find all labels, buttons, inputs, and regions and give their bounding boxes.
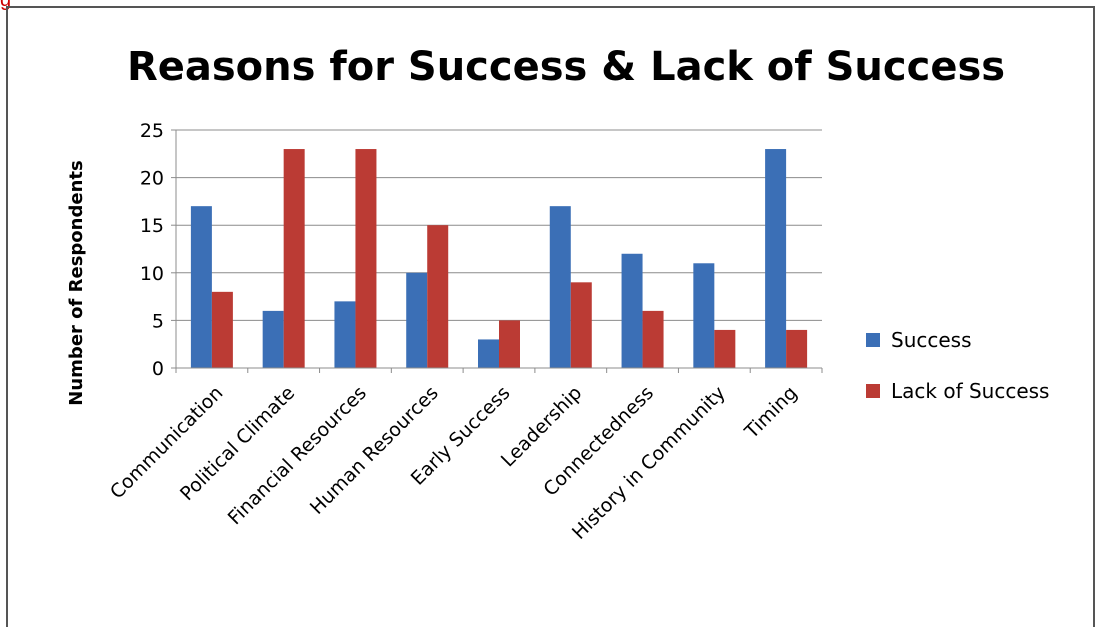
- bar: [642, 310, 664, 368]
- bar: [478, 339, 499, 368]
- y-tick-label: 20: [140, 168, 164, 190]
- legend-label: Lack of Success: [891, 379, 1049, 403]
- legend-label: Success: [891, 328, 972, 352]
- chart-title: Reasons for Success & Lack of Success: [127, 44, 1005, 90]
- legend-swatch: [866, 333, 880, 347]
- bar: [190, 206, 212, 368]
- legend-swatch: [866, 384, 880, 398]
- bar: [283, 149, 305, 368]
- x-category-label: Timing: [740, 382, 802, 444]
- y-tick-label: 25: [140, 120, 164, 142]
- partial-text-fragment: g: [0, 0, 12, 11]
- y-tick-labels: 0 5 10 15 20 25: [140, 120, 164, 380]
- y-axis-label: Number of Respondents: [66, 160, 87, 405]
- y-tick-label: 0: [152, 358, 164, 380]
- bar: [355, 149, 377, 368]
- bar: [570, 282, 592, 368]
- bars: [190, 149, 808, 368]
- bar: [693, 263, 715, 368]
- x-category-label: Financial Resources: [224, 382, 371, 529]
- bar: [262, 310, 284, 368]
- bar: [765, 149, 787, 368]
- bar: [714, 329, 736, 368]
- y-tick-label: 10: [140, 263, 164, 285]
- bar: [427, 225, 449, 368]
- x-category-label: Human Resources: [306, 382, 443, 519]
- bar: [406, 272, 428, 368]
- gridlines: [176, 129, 822, 321]
- chart-frame: [6, 6, 1095, 627]
- bar: [334, 301, 356, 368]
- y-tick-label: 15: [140, 215, 164, 237]
- bar: [549, 206, 571, 368]
- y-tick-label: 5: [152, 310, 164, 332]
- bar: [499, 320, 520, 368]
- legend: Success Lack of Success: [866, 328, 1049, 403]
- bar: [211, 291, 233, 368]
- bar: [621, 253, 643, 368]
- bar: [786, 329, 808, 368]
- axes: [171, 129, 823, 373]
